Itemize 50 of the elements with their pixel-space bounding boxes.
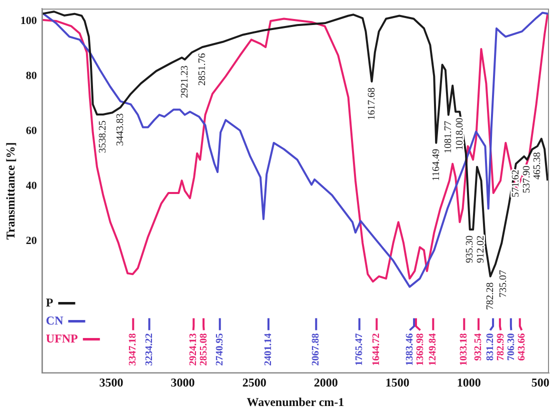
- annotation: 2921.23: [179, 66, 190, 98]
- annotation: 935.30: [464, 236, 476, 264]
- ref-line-label: 1644.72: [371, 333, 382, 366]
- x-tick-label: 1500: [385, 375, 410, 390]
- annotation: 912.02: [476, 236, 487, 264]
- annotation: 1164.49: [430, 148, 442, 182]
- ref-line-label: 1249.84: [428, 333, 439, 366]
- annotation: 3443.83: [115, 113, 126, 146]
- x-axis-title: Wavenumber cm-1: [246, 394, 344, 409]
- legend-label: P: [46, 295, 54, 310]
- ref-line-label: 1383.46: [404, 333, 416, 366]
- y-tick-label: 80: [26, 70, 38, 82]
- ref-line-label: 782.99: [495, 333, 506, 361]
- annotation: 735.07: [498, 270, 510, 298]
- y-tick-label: 60: [26, 124, 38, 137]
- annotation: 1617.68: [366, 88, 378, 120]
- annotation: 1018.00: [454, 118, 466, 150]
- x-tick-label: 3500: [99, 375, 124, 390]
- ref-line-label: 2855.08: [198, 333, 210, 366]
- ref-line-label: 2924.13: [188, 333, 199, 366]
- ref-line-label: 3347.18: [128, 333, 139, 366]
- ref-line-label: 1033.18: [458, 333, 470, 366]
- ref-line-label: 706.30: [506, 333, 517, 361]
- ref-line-label: 932.54: [473, 333, 484, 361]
- annotation: 3538.25: [98, 120, 109, 154]
- annotation: 782.28: [484, 282, 496, 310]
- ref-line-label: 831.20: [484, 333, 496, 361]
- y-tick-label: 20: [26, 234, 38, 247]
- annotation: 2851.76: [196, 53, 208, 86]
- annotation: 537.90: [522, 166, 533, 194]
- annotation: 571.62: [510, 170, 522, 198]
- y-tick-label: 100: [20, 14, 38, 27]
- ref-line-label: 1765.47: [354, 333, 365, 366]
- ref-line-label: 643.66: [516, 333, 528, 361]
- annotation: 465.38: [532, 152, 544, 180]
- ref-line-label: 2401.14: [263, 333, 274, 366]
- ref-line-label: 3234.22: [144, 333, 155, 366]
- y-axis-title: Transmittance [%]: [3, 142, 18, 240]
- ref-line-label: 1369.98: [414, 333, 426, 366]
- ref-line-label: 2067.88: [310, 333, 322, 366]
- ref-line-label: 2740.95: [214, 333, 226, 366]
- legend-label: CN: [46, 313, 64, 328]
- x-tick-label: 1000: [456, 375, 481, 390]
- x-tick-label: 2000: [314, 375, 338, 390]
- x-tick-label: 2500: [242, 375, 266, 390]
- y-tick-label: 40: [26, 180, 38, 192]
- x-tick-label: 3000: [170, 375, 195, 390]
- legend-label: UFNP: [46, 331, 78, 346]
- annotation: 1081.77: [443, 120, 454, 154]
- x-tick-label: 500: [531, 375, 550, 390]
